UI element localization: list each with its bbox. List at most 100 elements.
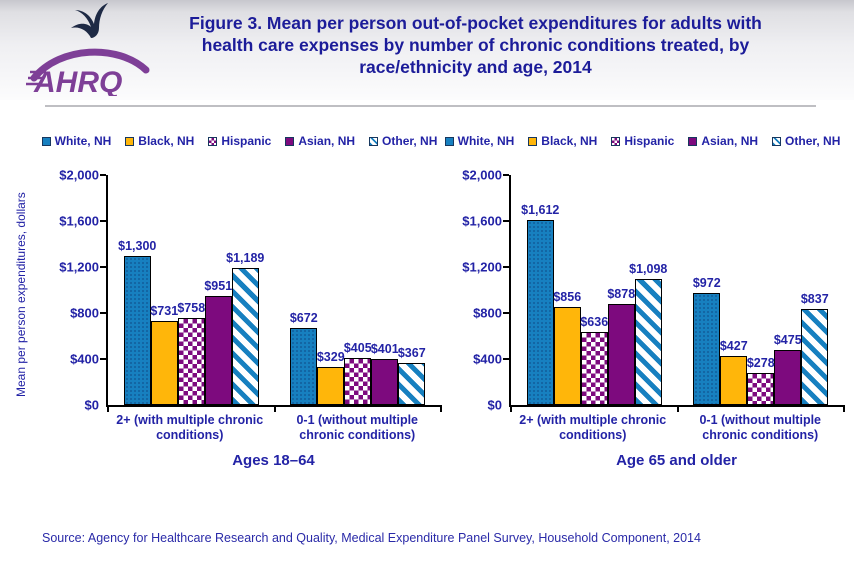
y-axis-tick-mark: [100, 312, 106, 314]
charts-row: Mean per person expenditures, dollars Wh…: [0, 133, 854, 469]
figure-title: Figure 3. Mean per person out-of-pocket …: [189, 13, 762, 78]
bar-slot: $401: [371, 175, 399, 405]
bar-group: $1,612 $856 $636 $878 $1,098: [511, 175, 678, 405]
y-axis-tick-label: $2,000: [59, 167, 99, 183]
y-axis-tick-mark: [503, 266, 509, 268]
y-axis-tick-label: $400: [473, 351, 502, 367]
bar-groups: $1,300 $731 $758 $951 $1,189 $672 $329 $405 $401…: [108, 175, 441, 405]
bar-slot: $1,612: [521, 175, 559, 405]
bar-other-nh: [634, 278, 662, 405]
y-axis-tick-mark: [503, 174, 509, 176]
bar-hispanic: [344, 358, 372, 405]
bar-white-nh: [693, 293, 721, 405]
bar-value-label: $951: [204, 278, 233, 293]
y-axis-tick-label: $1,600: [462, 213, 502, 229]
plot-area: $1,612 $856 $636 $878 $1,098 $972 $427 $278 $475…: [462, 168, 845, 413]
category-label: 2+ (with multiple chronic conditions): [519, 413, 667, 442]
legend-swatch-blue-diag-icon: [772, 136, 782, 146]
y-axis-tick-label: $0: [84, 397, 99, 413]
x-axis-tick-mark: [676, 405, 679, 412]
legend-swatch-gold-icon: [528, 136, 538, 146]
bar-black-nh: [317, 367, 345, 405]
legend-item: Hispanic: [611, 134, 674, 148]
legend-label: White, NH: [457, 134, 515, 148]
legend-item: Asian, NH: [285, 134, 355, 148]
x-axis-tick-mark: [107, 405, 109, 412]
header-divider: [45, 105, 816, 107]
bar-slot: $475: [773, 175, 802, 405]
bar-other-nh: [398, 362, 426, 405]
legend-swatch-gold-icon: [125, 136, 135, 146]
legend-item: Other, NH: [369, 134, 437, 148]
bar-group: $672 $329 $405 $401 $367: [275, 175, 442, 405]
legend-swatch-purple-icon: [285, 136, 295, 146]
bar-value-label: $972: [692, 276, 721, 291]
legend-item: Black, NH: [528, 134, 597, 148]
legend-label: White, NH: [54, 134, 112, 148]
x-axis-tick-mark: [843, 405, 845, 412]
bar-slot: $427: [720, 175, 748, 405]
legend-label: Other, NH: [785, 134, 841, 148]
axis-group-title: Age 65 and older: [616, 451, 737, 469]
y-axis-tick-mark: [100, 174, 106, 176]
bar-asian-nh: [607, 304, 635, 405]
category-label: 0-1 (without multiple chronic conditions…: [699, 413, 822, 442]
bar-slot: $367: [397, 175, 426, 405]
bar-black-nh: [720, 355, 748, 405]
bar-value-label: $1,098: [629, 261, 668, 276]
y-axis-tick-mark: [100, 220, 106, 222]
bar-slot: $972: [692, 175, 721, 405]
y-axis-tick-mark: [503, 358, 509, 360]
bar-value-label: $672: [289, 310, 318, 325]
bar-asian-nh: [774, 350, 802, 405]
y-axis-tick-mark: [100, 358, 106, 360]
y-axis-tick-label: $1,600: [59, 213, 99, 229]
bar-slot: $1,189: [226, 175, 264, 405]
bar-other-nh: [801, 308, 829, 405]
bar-value-label: $329: [316, 350, 345, 365]
bar-black-nh: [553, 306, 581, 405]
category-label: 2+ (with multiple chronic conditions): [116, 413, 264, 442]
legend-item: White, NH: [41, 134, 112, 148]
category-label: 0-1 (without multiple chronic conditions…: [296, 413, 419, 442]
legend-label: Black, NH: [138, 134, 195, 148]
bar-white-nh: [526, 219, 554, 405]
bar-group: $1,300 $731 $758 $951 $1,189: [108, 175, 275, 405]
legend-item: Hispanic: [208, 134, 271, 148]
bar-hispanic: [177, 317, 205, 405]
bar-slot: $672: [289, 175, 318, 405]
bar-value-label: $758: [177, 300, 206, 315]
bar-group: $972 $427 $278 $475 $837: [678, 175, 845, 405]
bar-other-nh: [231, 268, 259, 405]
ahrq-logo-mark: AHRQ: [26, 48, 150, 99]
bar-value-label: $1,612: [521, 202, 560, 217]
legend-label: Black, NH: [541, 134, 598, 148]
legend-item: Other, NH: [772, 134, 840, 148]
bar-value-label: $367: [397, 345, 426, 360]
legend-swatch-purple-icon: [688, 136, 698, 146]
bar-value-label: $1,300: [118, 238, 157, 253]
bar-value-label: $837: [800, 291, 829, 306]
bar-hispanic: [747, 373, 775, 405]
x-axis-tick-mark: [510, 405, 512, 412]
bar-value-label: $278: [746, 356, 775, 371]
source-note: Source: Agency for Healthcare Research a…: [42, 530, 701, 545]
bar-black-nh: [150, 320, 178, 405]
legend-item: Asian, NH: [688, 134, 758, 148]
legend-label: Hispanic: [624, 134, 675, 148]
legend-item: Black, NH: [125, 134, 194, 148]
bar-value-label: $731: [150, 303, 179, 318]
legend-swatch-blue-dots-icon: [444, 136, 454, 146]
bar-slot: $951: [204, 175, 233, 405]
plot-area: $1,300 $731 $758 $951 $1,189 $672 $329 $405 $401…: [59, 168, 442, 413]
bar-value-label: $475: [773, 333, 802, 348]
y-axis-tick-label: $1,200: [59, 259, 99, 275]
bar-value-label: $405: [343, 341, 372, 356]
category-labels: 2+ (with multiple chronic conditions) 0-1…: [106, 413, 441, 443]
bar-slot: $878: [607, 175, 635, 405]
ahrq-logo-text: AHRQ: [33, 66, 122, 96]
category-labels: 2+ (with multiple chronic conditions) 0-1…: [509, 413, 844, 443]
plot-wrap: $1,300 $731 $758 $951 $1,189 $672 $329 $405 $401…: [59, 168, 442, 413]
y-axis-label: Mean per person expenditures, dollars: [14, 192, 28, 398]
